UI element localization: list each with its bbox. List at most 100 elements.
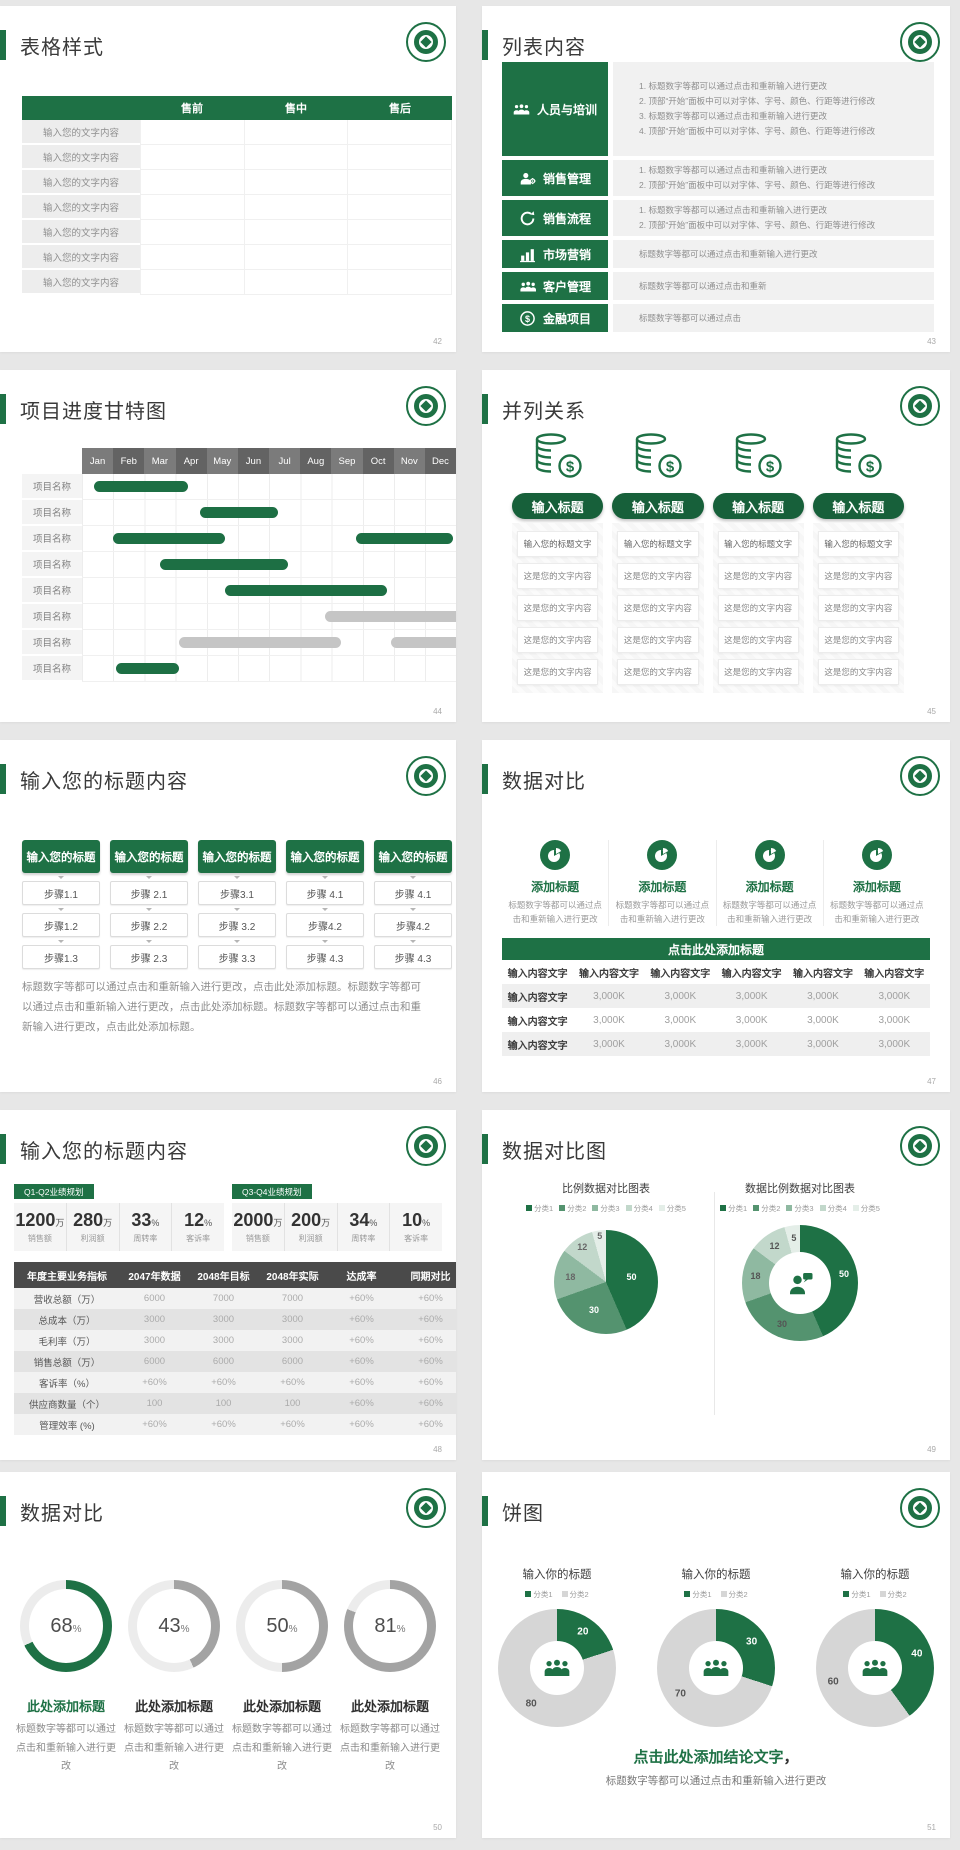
stat: 10% 客诉率: [389, 1203, 442, 1251]
line: 2. 顶部“开始”面板中可以对字体、字号、颜色、行距等进行修改: [639, 220, 876, 230]
stat-value: 12%: [184, 1210, 212, 1231]
stat-label: 销售额: [27, 1234, 52, 1243]
cell: 3,000K: [664, 990, 697, 1002]
pie-chart-icon: [540, 840, 571, 870]
unit: %: [204, 1218, 213, 1228]
slide-title-bar: 饼图: [482, 1496, 544, 1526]
slide-list-content[interactable]: 列表内容 人员与培训 1. 标题数字等都可以通过点击和重新输入进行更改 2. 顶…: [482, 6, 950, 352]
column-title-pill: 输入标题: [512, 493, 604, 519]
svg-text:$: $: [666, 459, 675, 476]
row-label: 营收总额（万）: [33, 1294, 101, 1306]
column-title: 添加标题: [531, 880, 580, 894]
people-training-icon: [513, 103, 530, 114]
conclusion-label: 点击此处添加结论文字: [633, 1749, 784, 1766]
list-item-label: 销售流程: [502, 200, 608, 236]
slide-title: 列表内容: [502, 36, 586, 59]
table-cell: [244, 195, 349, 220]
table-row: 供应商数量（个） 100 100 100 +60% +60%: [14, 1393, 456, 1414]
table-cell: [348, 245, 453, 270]
table-row: 总成本（万） 3000 3000 3000 +60% +60%: [14, 1309, 456, 1330]
line: 击和重新输入进行更改: [834, 913, 920, 924]
slide-pie-charts[interactable]: 饼图 输入你的标题 分类1 分类2 20 80 输入你的标题 分类1 分类2 30…: [482, 1472, 950, 1838]
vertical-divider: [714, 1192, 715, 1415]
donut-chart: 40 60: [816, 1609, 934, 1727]
progress-ring: 50%: [236, 1580, 328, 1672]
gantt-bar: [94, 481, 188, 492]
label-text: 客户管理: [542, 279, 591, 294]
pie-slice-label: 60: [827, 1676, 839, 1688]
slide-gantt-chart[interactable]: 项目进度甘特图 Jan Feb Mar Apr May Jun Jul Aug Sep Oct No…: [0, 370, 456, 722]
column-boxes: 输入您的标题文字 这是您的文字内容 这是您的文字内容 这是您的文字内容 这是您的…: [612, 523, 704, 693]
slide-data-compare[interactable]: 数据对比 添加标题 标题数字等都可以通过点 击和重新输入进行更改 添加标题 标题数…: [482, 740, 950, 1092]
table-header-row: 输入内容文字 输入内容文字 输入内容文字 输入内容文字 输入内容文字 输入内容文字: [502, 960, 930, 984]
ring-title: 此处添加标题: [242, 1699, 321, 1714]
table-cell: [348, 195, 453, 220]
step-box: 步骤1.1: [22, 876, 100, 905]
box-text: 这是您的文字内容: [517, 563, 599, 589]
step-columns: 输入您的标题 步骤1.1 步骤1.2 步骤1.3 输入您的标题 步骤 2.1 步…: [22, 840, 452, 969]
legend-label: 分类2: [567, 1204, 587, 1213]
cell: +60%: [349, 1335, 374, 1346]
month-label: Apr: [175, 448, 207, 474]
step-column: 输入您的标题 步骤 2.1 步骤 2.2 步骤 2.3: [110, 840, 188, 969]
header-cell: 输入内容文字: [792, 968, 853, 980]
slide-pie-compare[interactable]: 数据对比图 比例数据对比图表 分类1 分类2 分类3 分类4 分类5 50 30 1…: [482, 1110, 950, 1460]
slide-parallel-relation[interactable]: 并列关系 $ 输入标题 输入您的标题文字 这是您的文字内容 这是您的文字内容 这…: [482, 370, 950, 722]
legend-item: 分类5: [658, 1203, 686, 1214]
legend-label: 分类4: [633, 1204, 653, 1213]
line: 击和重新输入进行更改: [512, 913, 598, 924]
logo-core: [420, 770, 432, 782]
step-box: 步骤1.3: [22, 940, 100, 969]
month-label: Feb: [113, 448, 145, 474]
table-cell: [244, 145, 349, 170]
kpi-table: 年度主要业务指标 2047年数据 2048年目标 2048年实际 达成率 同期对比 营收总…: [14, 1262, 456, 1435]
pie-slice-label: 80: [525, 1698, 537, 1710]
slide-donut-percents[interactable]: 数据对比 68% 此处添加标题 标题数字等都可以通过点击和重新输入进行更改 43…: [0, 1472, 456, 1838]
month-label: Jul: [269, 448, 301, 474]
percent: 68: [50, 1614, 73, 1637]
step-column-header: 输入您的标题: [374, 840, 452, 873]
table-cell: [348, 170, 453, 195]
line: 标题数字等都可以通过点: [830, 900, 924, 910]
list-item-label: 市场营销: [502, 240, 608, 268]
title-accent-bar: [482, 1134, 488, 1164]
slide-kpi-table[interactable]: 输入您的标题内容 Q1-Q2业绩规划 Q3-Q4业绩规划 1200万 销售额 28…: [0, 1110, 456, 1460]
legend-item: 分类4: [819, 1203, 847, 1214]
logo-core: [914, 770, 926, 782]
logo-ring: [908, 1496, 932, 1520]
slide-steps[interactable]: 输入您的标题内容 输入您的标题 步骤1.1 步骤1.2 步骤1.3 输入您的标题…: [0, 740, 456, 1092]
box-text: 这是您的文字内容: [617, 563, 699, 589]
slide-title: 饼图: [502, 1502, 544, 1525]
brand-logo-icon: [900, 756, 940, 796]
gantt-row-label: 项目名称: [22, 578, 82, 604]
cell: +60%: [418, 1293, 443, 1304]
step-box: 步骤 3.2: [198, 908, 276, 937]
slide-table-style[interactable]: 表格样式 售前 售中 售后 输入您的文字内容 输入您的文字内容 输入您的文字内容…: [0, 6, 456, 352]
cell: +60%: [211, 1377, 236, 1388]
page-number: 43: [927, 337, 936, 346]
cell: 3,000K: [593, 1014, 625, 1026]
stat-label: 客诉率: [186, 1234, 211, 1243]
header-cell: 输入内容文字: [650, 968, 711, 980]
legend-swatch: [525, 1591, 532, 1597]
pie-slice-label: 50: [626, 1271, 637, 1282]
column-boxes: 输入您的标题文字 这是您的文字内容 这是您的文字内容 这是您的文字内容 这是您的…: [712, 523, 804, 693]
header-cell: 2048年目标: [197, 1271, 250, 1283]
ring-text: 标题数字等都可以通过点击和重新输入进行更改: [124, 1724, 224, 1772]
legend-item: 分类1: [526, 1203, 553, 1214]
legend-label: 分类1: [533, 1590, 553, 1599]
header-cell: 2047年数据: [128, 1271, 181, 1283]
box-text: 这是您的文字内容: [617, 659, 699, 685]
legend-label: 分类1: [728, 1204, 748, 1213]
value: 34: [349, 1210, 370, 1230]
conclusion-text: 点击此处添加结论文字，: [482, 1746, 950, 1767]
legend-swatch: [684, 1591, 691, 1597]
cell: 100: [284, 1398, 301, 1409]
svg-text:$: $: [866, 459, 875, 476]
pie-slice-label: 50: [839, 1268, 850, 1279]
list-item-text: 标题数字等都可以通过点击: [613, 304, 934, 332]
table-cell: [140, 120, 245, 145]
table-cell: [140, 145, 245, 170]
legend-item: 分类1: [525, 1589, 553, 1600]
unit: %: [422, 1218, 431, 1228]
